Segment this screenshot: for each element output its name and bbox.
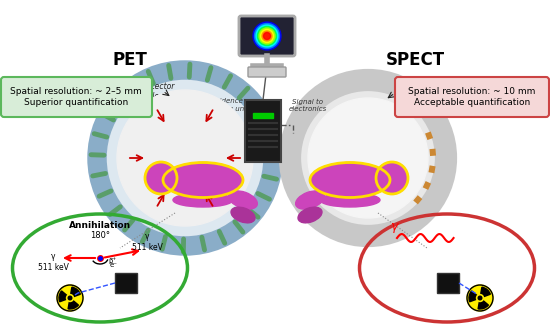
Ellipse shape [170,123,260,233]
Circle shape [253,22,281,50]
Circle shape [476,295,483,302]
Text: Coincidence
processing unit: Coincidence processing unit [195,98,249,111]
Ellipse shape [296,191,324,209]
Ellipse shape [163,163,243,198]
Text: Annihilation: Annihilation [69,222,131,230]
Circle shape [262,31,272,41]
Circle shape [263,32,271,40]
Circle shape [308,98,428,218]
Circle shape [255,24,279,49]
FancyBboxPatch shape [115,273,137,293]
Text: γ
511 keV: γ 511 keV [37,252,68,272]
Circle shape [145,162,177,194]
Ellipse shape [298,207,322,223]
Text: γ
511 keV: γ 511 keV [131,232,162,252]
Ellipse shape [231,207,255,223]
Text: e⁻: e⁻ [110,262,118,268]
Polygon shape [253,113,273,118]
Wedge shape [70,287,80,298]
Ellipse shape [293,123,383,233]
Circle shape [478,296,482,300]
Wedge shape [478,298,488,309]
Wedge shape [480,287,491,298]
Ellipse shape [320,193,380,207]
Circle shape [97,70,273,246]
Ellipse shape [229,191,257,209]
Circle shape [68,296,72,300]
Text: Spatial resolution: ~ 10 mm
Acceptable quantification: Spatial resolution: ~ 10 mm Acceptable q… [408,87,536,107]
Text: SPECT: SPECT [386,51,444,69]
Circle shape [467,285,493,311]
Ellipse shape [310,163,390,198]
Text: 180°: 180° [90,232,110,240]
Text: Spatial resolution: ~ 2–5 mm
Superior quantification: Spatial resolution: ~ 2–5 mm Superior qu… [10,87,142,107]
Text: PET: PET [113,51,147,69]
Text: γ: γ [390,220,397,233]
Text: Collimator: Collimator [395,84,434,92]
FancyBboxPatch shape [245,100,281,162]
Circle shape [117,90,253,226]
FancyBboxPatch shape [437,273,459,293]
Circle shape [261,29,273,42]
Circle shape [259,28,275,44]
Text: β⁺: β⁺ [108,257,116,264]
Circle shape [257,27,277,45]
Ellipse shape [173,193,233,207]
Circle shape [376,162,408,194]
Wedge shape [68,298,79,309]
Circle shape [290,80,446,236]
Wedge shape [59,291,70,302]
Circle shape [256,25,278,47]
FancyBboxPatch shape [1,77,152,117]
Text: Signal to
electronics: Signal to electronics [289,98,327,111]
FancyBboxPatch shape [395,77,549,117]
FancyBboxPatch shape [239,16,295,56]
Text: Detector
Block: Detector Block [141,82,175,101]
Circle shape [57,285,83,311]
Wedge shape [469,291,480,302]
FancyBboxPatch shape [248,67,286,77]
Circle shape [67,295,74,302]
